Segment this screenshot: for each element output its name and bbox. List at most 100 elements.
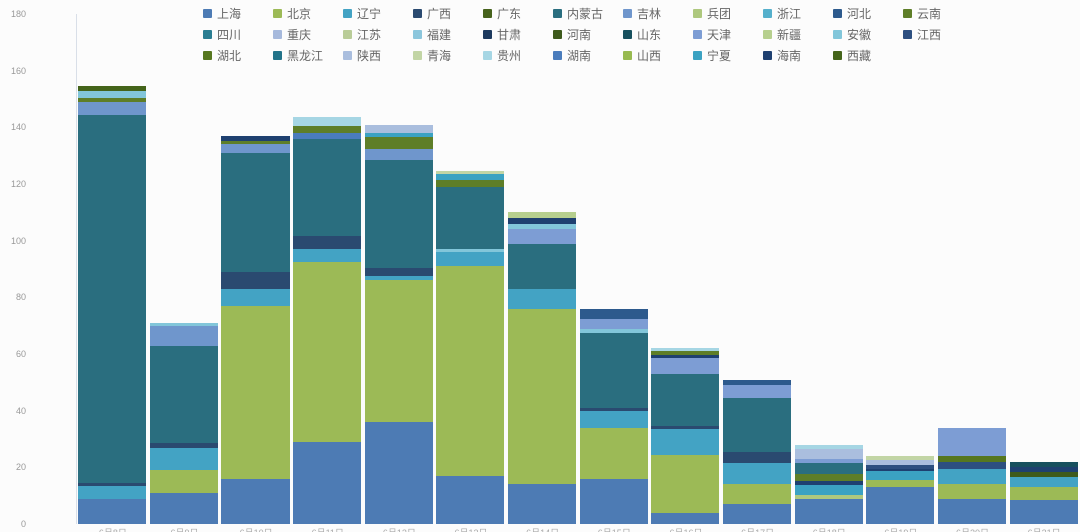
x-axis-tick-label: 6月21日 (1008, 526, 1080, 532)
bar-segment-上海 (436, 475, 505, 524)
legend-label: 浙江 (777, 6, 802, 21)
bar-segment-内蒙古 (293, 138, 362, 237)
bar-segment-云南 (364, 137, 433, 149)
legend-item-27[interactable]: 湖南 (553, 45, 623, 66)
bar-segment-云南 (651, 351, 720, 356)
bar-segment-海南 (651, 355, 720, 359)
bar-6月10日 (221, 14, 290, 524)
legend-item-7[interactable]: 兵团 (693, 3, 763, 24)
bar-segment-云南 (436, 179, 505, 187)
bar-segment-新疆 (508, 212, 577, 218)
x-axis-tick-label: 6月13日 (435, 526, 507, 532)
legend-item-3[interactable]: 广西 (413, 3, 483, 24)
legend-swatch-icon (833, 51, 842, 60)
legend-item-2[interactable]: 辽宁 (343, 3, 413, 24)
legend-item-25[interactable]: 青海 (413, 45, 483, 66)
legend-item-23[interactable]: 黑龙江 (273, 45, 343, 66)
legend-item-21[interactable]: 江西 (903, 24, 973, 45)
legend-label: 上海 (217, 6, 242, 21)
legend-item-18[interactable]: 天津 (693, 24, 763, 45)
legend-item-16[interactable]: 河南 (553, 24, 623, 45)
bar-segment-辽宁 (78, 485, 147, 499)
legend-item-12[interactable]: 重庆 (273, 24, 343, 45)
legend-item-11[interactable]: 四川 (203, 24, 273, 45)
legend-item-17[interactable]: 山东 (623, 24, 693, 45)
legend-label: 新疆 (777, 27, 802, 42)
x-axis-tick-label: 6月11日 (292, 526, 364, 532)
legend-label: 广西 (427, 6, 452, 21)
bar-segment-海南 (1009, 467, 1078, 473)
bar-segment-辽宁 (579, 410, 648, 428)
y-axis-tick-label: 140 (10, 122, 26, 133)
legend-label: 陕西 (357, 48, 382, 63)
legend-item-10[interactable]: 云南 (903, 3, 973, 24)
legend-item-20[interactable]: 安徽 (833, 24, 903, 45)
legend-item-5[interactable]: 内蒙古 (553, 3, 623, 24)
legend-label: 兵团 (707, 6, 732, 21)
bar-segment-吉林 (364, 148, 433, 160)
legend-item-9[interactable]: 河北 (833, 3, 903, 24)
y-axis-tick-label: 100 (10, 235, 26, 246)
legend-item-14[interactable]: 福建 (413, 24, 483, 45)
y-axis-tick-label: 60 (15, 349, 26, 359)
legend-item-26[interactable]: 贵州 (483, 45, 553, 66)
bar-segment-北京 (579, 427, 648, 479)
bar-segment-海南 (866, 468, 935, 472)
bar-segment-上海 (1009, 499, 1078, 524)
legend-swatch-icon (273, 9, 282, 18)
bar-segment-宁夏 (794, 484, 863, 495)
legend-item-4[interactable]: 广东 (483, 3, 553, 24)
bar-segment-青海 (436, 171, 505, 175)
legend-label: 河北 (847, 6, 872, 21)
bar-segment-吉林 (149, 325, 218, 346)
legend-item-1[interactable]: 北京 (273, 3, 343, 24)
legend-item-22[interactable]: 湖北 (203, 45, 273, 66)
bar-6月19日 (866, 14, 935, 524)
bar-segment-广西 (722, 451, 792, 464)
y-axis-tick-label: 120 (10, 179, 26, 189)
legend-swatch-icon (833, 30, 842, 39)
bar-segment-安徽 (436, 249, 505, 252)
bar-segment-辽宁 (436, 252, 505, 267)
x-axis-tick-label: 6月16日 (650, 526, 722, 532)
bar-6月17日 (722, 14, 792, 524)
legend-item-28[interactable]: 山西 (623, 45, 693, 66)
bar-segment-陕西 (866, 459, 935, 465)
legend-item-19[interactable]: 新疆 (763, 24, 833, 45)
legend-item-24[interactable]: 陕西 (343, 45, 413, 66)
legend-swatch-icon (623, 51, 632, 60)
bar-segment-辽宁 (149, 447, 218, 471)
bar-segment-上海 (794, 498, 863, 524)
x-axis-tick-label: 6月9日 (149, 526, 221, 532)
bar-segment-辽宁 (221, 288, 290, 306)
bar-6月15日 (579, 14, 648, 524)
bar-6月12日 (364, 14, 433, 524)
legend-item-6[interactable]: 吉林 (623, 3, 693, 24)
legend-swatch-icon (553, 51, 562, 60)
legend-item-29[interactable]: 宁夏 (693, 45, 763, 66)
legend-label: 四川 (217, 27, 242, 42)
legend-item-8[interactable]: 浙江 (763, 3, 833, 24)
x-axis-tick-label: 6月19日 (865, 526, 937, 532)
bar-segment-云南 (221, 140, 290, 145)
legend-label: 宁夏 (707, 48, 732, 63)
bar-segment-上海 (866, 487, 935, 524)
bar-segment-广西 (579, 407, 648, 411)
bar-segment-安徽 (78, 90, 147, 98)
legend-item-0[interactable]: 上海 (203, 3, 273, 24)
bar-segment-内蒙古 (722, 397, 792, 452)
legend-item-31[interactable]: 西藏 (833, 45, 903, 66)
legend-item-13[interactable]: 江苏 (343, 24, 413, 45)
legend-swatch-icon (763, 30, 772, 39)
legend-label: 吉林 (637, 6, 662, 21)
bar-segment-宁夏 (866, 471, 935, 481)
legend-label: 北京 (287, 6, 312, 21)
legend-swatch-icon (483, 9, 492, 18)
legend-item-15[interactable]: 甘肃 (483, 24, 553, 45)
legend-item-30[interactable]: 海南 (763, 45, 833, 66)
legend-swatch-icon (203, 51, 212, 60)
bar-segment-上海 (293, 441, 362, 524)
legend-swatch-icon (623, 9, 632, 18)
legend-swatch-icon (413, 51, 422, 60)
x-axis-tick-label: 6月15日 (579, 526, 651, 532)
